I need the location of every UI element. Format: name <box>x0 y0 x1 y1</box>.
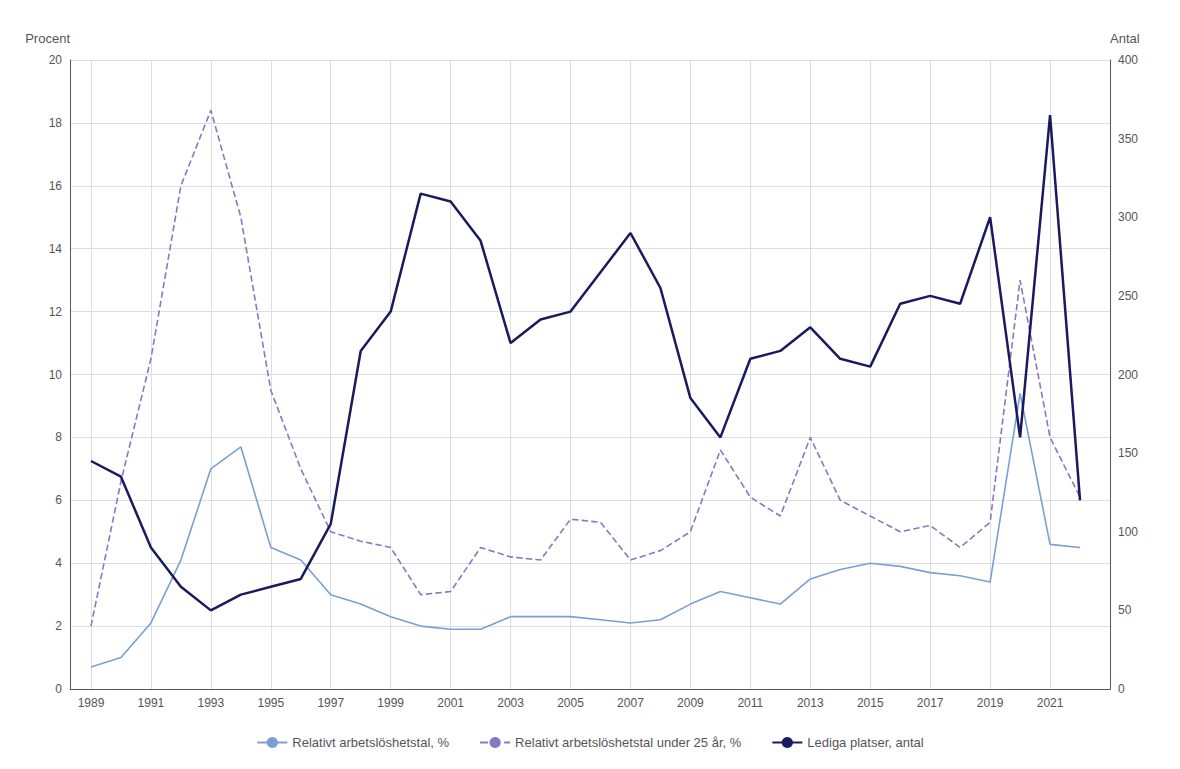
svg-text:50: 50 <box>1118 603 1132 617</box>
svg-text:2013: 2013 <box>797 696 824 710</box>
svg-text:1991: 1991 <box>138 696 165 710</box>
svg-text:Procent: Procent <box>25 31 70 46</box>
svg-text:350: 350 <box>1118 132 1138 146</box>
svg-text:1993: 1993 <box>198 696 225 710</box>
svg-text:2007: 2007 <box>617 696 644 710</box>
svg-text:100: 100 <box>1118 525 1138 539</box>
svg-text:14: 14 <box>49 242 63 256</box>
svg-text:2011: 2011 <box>737 696 763 710</box>
svg-text:300: 300 <box>1118 210 1138 224</box>
svg-text:1999: 1999 <box>377 696 404 710</box>
svg-text:2015: 2015 <box>857 696 884 710</box>
svg-text:0: 0 <box>55 682 62 696</box>
svg-text:2: 2 <box>55 619 62 633</box>
svg-text:150: 150 <box>1118 446 1138 460</box>
svg-text:16: 16 <box>49 179 63 193</box>
svg-text:Antal: Antal <box>1110 31 1140 46</box>
svg-text:Lediga platser, antal: Lediga platser, antal <box>807 735 923 750</box>
svg-text:0: 0 <box>1118 682 1125 696</box>
svg-text:20: 20 <box>49 53 63 67</box>
svg-text:200: 200 <box>1118 368 1138 382</box>
svg-text:4: 4 <box>55 556 62 570</box>
svg-text:Relativt arbetslöshetstal, %: Relativt arbetslöshetstal, % <box>292 735 449 750</box>
svg-text:10: 10 <box>49 368 63 382</box>
svg-text:12: 12 <box>49 305 63 319</box>
svg-text:400: 400 <box>1118 53 1138 67</box>
svg-text:Relativt arbetslöshetstal unde: Relativt arbetslöshetstal under 25 år, % <box>515 735 742 750</box>
svg-text:2017: 2017 <box>917 696 944 710</box>
svg-text:2001: 2001 <box>437 696 464 710</box>
svg-text:2021: 2021 <box>1037 696 1064 710</box>
svg-text:2019: 2019 <box>977 696 1004 710</box>
svg-text:2003: 2003 <box>497 696 524 710</box>
svg-text:8: 8 <box>55 430 62 444</box>
svg-text:1995: 1995 <box>257 696 284 710</box>
svg-text:1997: 1997 <box>317 696 344 710</box>
svg-text:2005: 2005 <box>557 696 584 710</box>
svg-text:2009: 2009 <box>677 696 704 710</box>
svg-text:250: 250 <box>1118 289 1138 303</box>
svg-text:6: 6 <box>55 493 62 507</box>
svg-text:1989: 1989 <box>78 696 105 710</box>
svg-text:18: 18 <box>49 116 63 130</box>
